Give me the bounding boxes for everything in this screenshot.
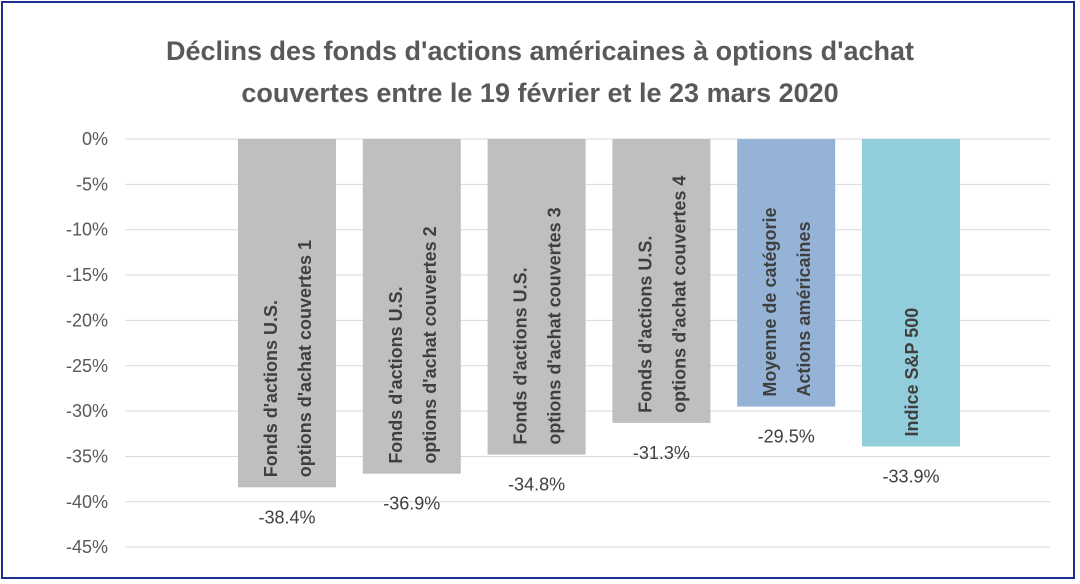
y-tick-label: 0% xyxy=(82,129,108,149)
bar-category-label: options d'achat couvertes 2 xyxy=(420,226,440,463)
bar xyxy=(487,139,586,455)
bar-category-label: Moyenne de catégorie xyxy=(760,208,780,397)
data-label: -31.3% xyxy=(633,443,690,463)
chart-title: Déclins des fonds d'actions américaines … xyxy=(0,30,1080,114)
bar xyxy=(737,139,836,407)
data-label: -29.5% xyxy=(758,427,815,447)
bar xyxy=(238,139,336,488)
bar xyxy=(362,139,461,474)
bar-category-label: Actions américaines xyxy=(794,221,814,396)
data-label: -34.8% xyxy=(508,475,565,495)
y-tick-label: -5% xyxy=(76,174,108,194)
y-tick-label: -35% xyxy=(66,446,108,466)
bar-category-label: options d'achat couvertes 1 xyxy=(295,240,315,477)
data-label: -38.4% xyxy=(258,507,315,527)
y-tick-label: -30% xyxy=(66,401,108,421)
data-label: -33.9% xyxy=(882,466,939,486)
bar xyxy=(612,139,711,423)
bar-category-label: options d'achat couvertes 3 xyxy=(545,207,565,444)
chart-title-line-2: couvertes entre le 19 février et le 23 m… xyxy=(241,78,839,108)
bar-category-label: Fonds d'actions U.S. xyxy=(511,267,531,444)
bar xyxy=(862,139,960,447)
y-tick-label: -20% xyxy=(66,310,108,330)
y-tick-label: -40% xyxy=(66,492,108,512)
y-tick-label: -45% xyxy=(66,537,108,557)
bar-category-label: Fonds d'actions U.S. xyxy=(261,300,281,477)
bar-category-label: Fonds d'actions U.S. xyxy=(635,236,655,413)
y-tick-label: -25% xyxy=(66,356,108,376)
data-label: -36.9% xyxy=(383,494,440,514)
bar-category-label: options d'achat couvertes 4 xyxy=(669,176,689,413)
bar-category-label: Fonds d'actions U.S. xyxy=(386,286,406,463)
y-tick-label: -15% xyxy=(66,265,108,285)
bar-category-label: Indice S&P 500 xyxy=(902,308,922,437)
chart-title-line-1: Déclins des fonds d'actions américaines … xyxy=(165,36,915,66)
y-tick-label: -10% xyxy=(66,220,108,240)
